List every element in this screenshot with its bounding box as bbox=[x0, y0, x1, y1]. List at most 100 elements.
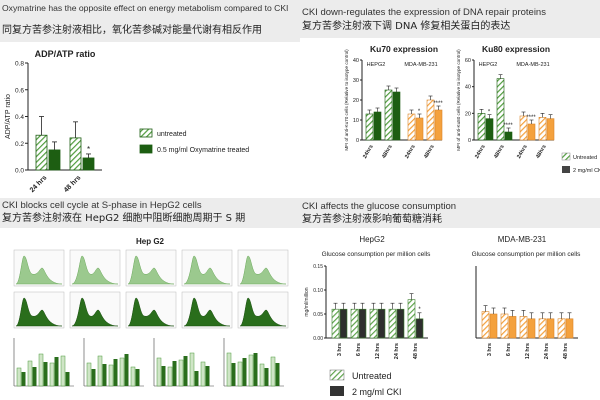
y-tick-label: 0.00 bbox=[313, 336, 323, 342]
x-tick-label: 48hrs bbox=[535, 144, 548, 160]
cell-cycle-histogram bbox=[183, 255, 231, 285]
x-tick-label: 24 hrs bbox=[394, 343, 400, 359]
y-tick-label: 10 bbox=[353, 118, 359, 124]
bar bbox=[527, 123, 536, 141]
chart-title: Ku70 expression bbox=[370, 44, 438, 54]
bar bbox=[407, 299, 416, 339]
ku-title-en: CKI down-regulates the expression of DNA… bbox=[302, 7, 546, 18]
mini-bar bbox=[21, 372, 26, 386]
y-tick-label: 0.10 bbox=[313, 288, 323, 294]
legend-label: Untreated bbox=[352, 371, 392, 381]
bar bbox=[331, 308, 340, 339]
adp-atp-title-en: Oxymatrine has the opposite effect on en… bbox=[2, 3, 289, 13]
y-tick-label: 0.0 bbox=[15, 168, 24, 175]
y-tick-label: 30 bbox=[353, 78, 359, 84]
chart-title: Ku80 expression bbox=[482, 44, 550, 54]
legend-label: 2 mg/ml CKI bbox=[352, 387, 402, 397]
bar bbox=[519, 316, 528, 339]
cell-cycle-title-cn: 复方苦参注射液在 HepG2 细胞中阻断细胞周期于 S 期 bbox=[2, 213, 246, 224]
significance-star: **** bbox=[526, 115, 536, 121]
mini-bar bbox=[124, 354, 129, 386]
bar bbox=[546, 318, 555, 339]
mini-bar bbox=[130, 366, 136, 387]
legend-swatch bbox=[329, 369, 345, 381]
bar bbox=[538, 318, 547, 339]
y-tick-label: 20 bbox=[353, 98, 359, 104]
bar bbox=[434, 109, 443, 141]
y-tick-label: 0.8 bbox=[15, 61, 24, 68]
mini-bar bbox=[231, 363, 236, 386]
cell-cycle-histogram bbox=[183, 297, 231, 327]
x-tick-label: 24 hrs bbox=[544, 343, 550, 359]
bar bbox=[35, 134, 48, 171]
mini-bar bbox=[200, 361, 206, 387]
mini-bar bbox=[119, 357, 125, 387]
glucose-chart: HepG2 Glucose consumption per million cel… bbox=[304, 235, 581, 397]
x-tick-label: 12 hrs bbox=[525, 343, 531, 359]
adp-atp-title-cn: 同复方苦参注射液相比，氧化苦参碱对能量代谢有相反作用 bbox=[2, 25, 262, 36]
x-tick-label: 48hrs bbox=[381, 144, 394, 160]
y-tick-label: 40 bbox=[353, 58, 359, 64]
y-axis-label: MFI of anti-Ku70 cells (Relative to isot… bbox=[344, 49, 349, 151]
significance-star: * bbox=[87, 145, 90, 154]
mini-bar bbox=[270, 356, 276, 387]
bar bbox=[415, 117, 424, 141]
cell-cycle-histogram bbox=[71, 297, 119, 327]
y-axis-label: ADP/ATP ratio bbox=[5, 94, 12, 139]
group-label: MDA-MB-231 bbox=[516, 62, 549, 68]
x-tick-label: 24hrs bbox=[404, 144, 417, 160]
glucose-header: CKI affects the glucose consumption 复方苦参… bbox=[300, 198, 600, 228]
bar bbox=[504, 131, 513, 141]
chart-title: Glucose consumption per million cells bbox=[322, 251, 431, 258]
cell-cycle-histogram bbox=[15, 297, 63, 327]
ku-chart: Ku70 expression 0 10 20 30 40 MFI of anti-Ku70… bbox=[344, 44, 600, 174]
y-axis-label: MFI of anti-Ku80 cells (Relative to isot… bbox=[456, 49, 461, 151]
mini-bar bbox=[242, 358, 247, 386]
x-tick-label: 6 hrs bbox=[506, 343, 512, 356]
bar bbox=[527, 318, 536, 339]
mini-bar bbox=[183, 356, 188, 386]
significance-star: * bbox=[418, 109, 421, 115]
chart-title: Glucose consumption per million cells bbox=[472, 251, 581, 258]
adp-atp-chart: ADP/ATP ratio 0.0 0.2 0.4 0.6 0.8 ADP/ATP rati… bbox=[5, 49, 249, 194]
glucose-title-en: CKI affects the glucose consumption bbox=[302, 201, 457, 212]
cell-cycle-histogram bbox=[239, 255, 287, 285]
y-tick-label: 0.15 bbox=[313, 264, 323, 270]
cell-cycle-histogram bbox=[127, 255, 175, 285]
adp-atp-panel: Oxymatrine has the opposite effect on en… bbox=[0, 0, 300, 195]
legend-swatch bbox=[139, 128, 153, 138]
bar bbox=[415, 318, 424, 339]
mini-bar bbox=[172, 361, 177, 386]
bar bbox=[82, 157, 95, 171]
x-tick-label: 48hrs bbox=[493, 144, 506, 160]
mini-bar bbox=[248, 354, 254, 387]
mini-bar bbox=[275, 363, 280, 386]
cell-cycle-histogram bbox=[71, 255, 119, 285]
bar bbox=[407, 113, 416, 141]
y-tick-label: 40 bbox=[465, 85, 471, 91]
legend-label: untreated bbox=[157, 131, 187, 138]
cell-cycle-histogram bbox=[127, 297, 175, 327]
significance-star: **** bbox=[433, 101, 443, 107]
cell-cycle-header: CKI blocks cell cycle at S-phase in HepG… bbox=[0, 198, 300, 228]
y-tick-label: 60 bbox=[465, 58, 471, 64]
y-tick-label: 0 bbox=[356, 138, 359, 144]
bar bbox=[392, 91, 401, 141]
mini-bar bbox=[161, 366, 166, 386]
mini-bar bbox=[113, 359, 118, 386]
bar bbox=[373, 111, 382, 141]
mini-bar bbox=[264, 368, 269, 386]
x-tick-label: 3 hrs bbox=[487, 343, 493, 356]
cell-cycle-title-en: CKI blocks cell cycle at S-phase in HepG… bbox=[2, 200, 202, 211]
figure-title: Hep G2 bbox=[136, 237, 165, 246]
mini-bar bbox=[205, 366, 210, 386]
y-tick-label: 0.05 bbox=[313, 312, 323, 318]
x-tick-label: 6 hrs bbox=[356, 343, 362, 356]
legend-swatch bbox=[562, 166, 570, 173]
ku-title-cn: 复方苦参注射液下调 DNA 修复相关蛋白的表达 bbox=[302, 21, 511, 32]
bar bbox=[369, 308, 378, 339]
bar bbox=[485, 118, 494, 141]
mini-bar bbox=[237, 361, 243, 387]
mini-bar bbox=[97, 355, 103, 387]
significance-star: * bbox=[418, 307, 421, 313]
